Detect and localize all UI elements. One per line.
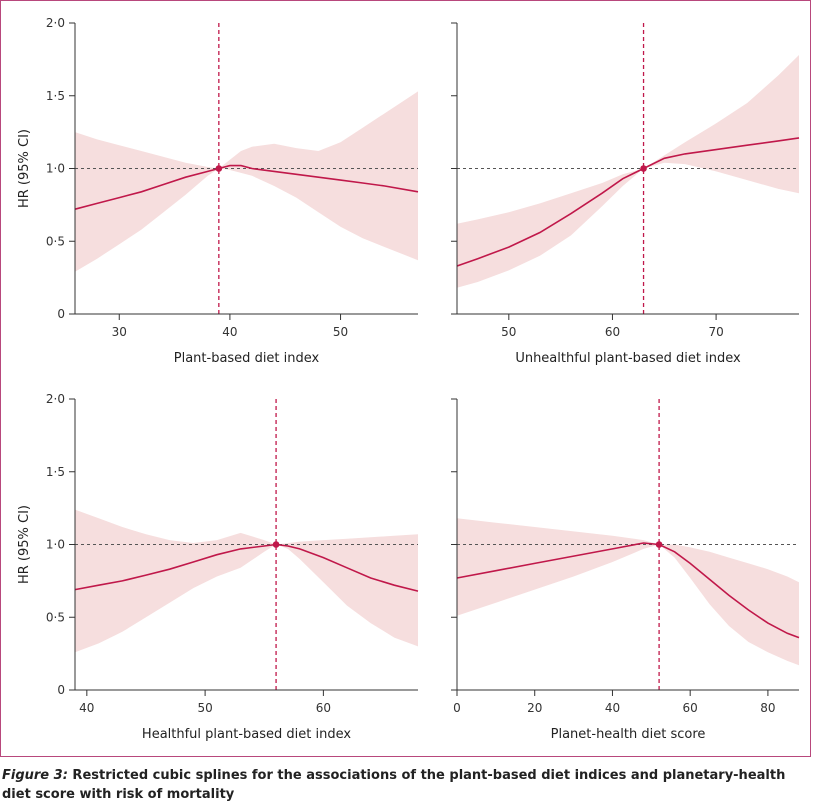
x-tick-label: 50 — [333, 325, 348, 339]
x-tick-label: 0 — [453, 701, 461, 715]
ci-band — [75, 509, 418, 653]
reference-point — [215, 165, 223, 172]
y-tick-label: 1·5 — [46, 465, 65, 479]
x-tick-label: 20 — [527, 701, 542, 715]
x-tick-label: 60 — [683, 701, 698, 715]
x-tick-label: 50 — [501, 325, 516, 339]
figure-frame — [0, 0, 811, 757]
y-axis-label: HR (95% CI) — [17, 129, 32, 208]
x-axis-label: Planet-health diet score — [551, 727, 706, 742]
reference-point — [655, 541, 663, 548]
ci-band — [457, 55, 799, 288]
figure-svg: 0 0·5 1·0 1·5 2·0 30 40 50 Plant-based diet inde… — [17, 16, 800, 742]
x-tick-label: 60 — [316, 701, 331, 715]
hr-curve — [74, 543, 419, 592]
x-tick-label: 60 — [605, 325, 620, 339]
y-tick-label: 2·0 — [46, 16, 65, 30]
panel-planet-health-diet-score: 0 20 40 60 80 Planet-health diet score — [451, 398, 800, 742]
y-tick-label: 0·5 — [46, 234, 65, 248]
x-axis-label: Healthful plant-based diet index — [142, 727, 351, 742]
x-tick-label: 40 — [222, 325, 237, 339]
ci-band — [457, 518, 799, 666]
panel-unhealthful-plant-based-diet-index: 50 60 70 Unhealthful plant-based diet index — [451, 22, 800, 366]
x-axis-label: Plant-based diet index — [174, 351, 320, 366]
x-tick-label: 40 — [605, 701, 620, 715]
x-tick-label: 80 — [760, 701, 775, 715]
y-tick-label: 1·0 — [46, 538, 65, 552]
x-tick-label: 50 — [197, 701, 212, 715]
hr-curve — [456, 542, 800, 639]
ci-band — [75, 91, 418, 272]
figure-number: Figure 3: — [2, 768, 68, 783]
y-axis-label: HR (95% CI) — [17, 505, 32, 584]
y-tick-label: 2·0 — [46, 392, 65, 406]
y-tick-label: 0 — [57, 307, 65, 321]
x-tick-label: 70 — [708, 325, 723, 339]
figure-caption: Figure 3: Restricted cubic splines for t… — [2, 766, 807, 804]
hr-curve — [456, 137, 800, 267]
panel-plant-based-diet-index: 0 0·5 1·0 1·5 2·0 30 40 50 Plant-based diet inde… — [17, 16, 419, 366]
reference-point — [272, 541, 280, 548]
x-tick-label: 30 — [112, 325, 127, 339]
figure-caption-text: Restricted cubic splines for the associa… — [2, 768, 786, 802]
hr-curve — [74, 164, 419, 210]
y-tick-label: 1·5 — [46, 89, 65, 103]
y-tick-label: 1·0 — [46, 162, 65, 176]
x-tick-label: 40 — [79, 701, 94, 715]
y-tick-label: 0·5 — [46, 610, 65, 624]
y-tick-label: 0 — [57, 683, 65, 697]
reference-point — [640, 165, 647, 172]
x-axis-label: Unhealthful plant-based diet index — [515, 351, 741, 366]
panel-healthful-plant-based-diet-index: 0 0·5 1·0 1·5 2·0 40 50 60 Healthful plant-based… — [17, 392, 419, 742]
